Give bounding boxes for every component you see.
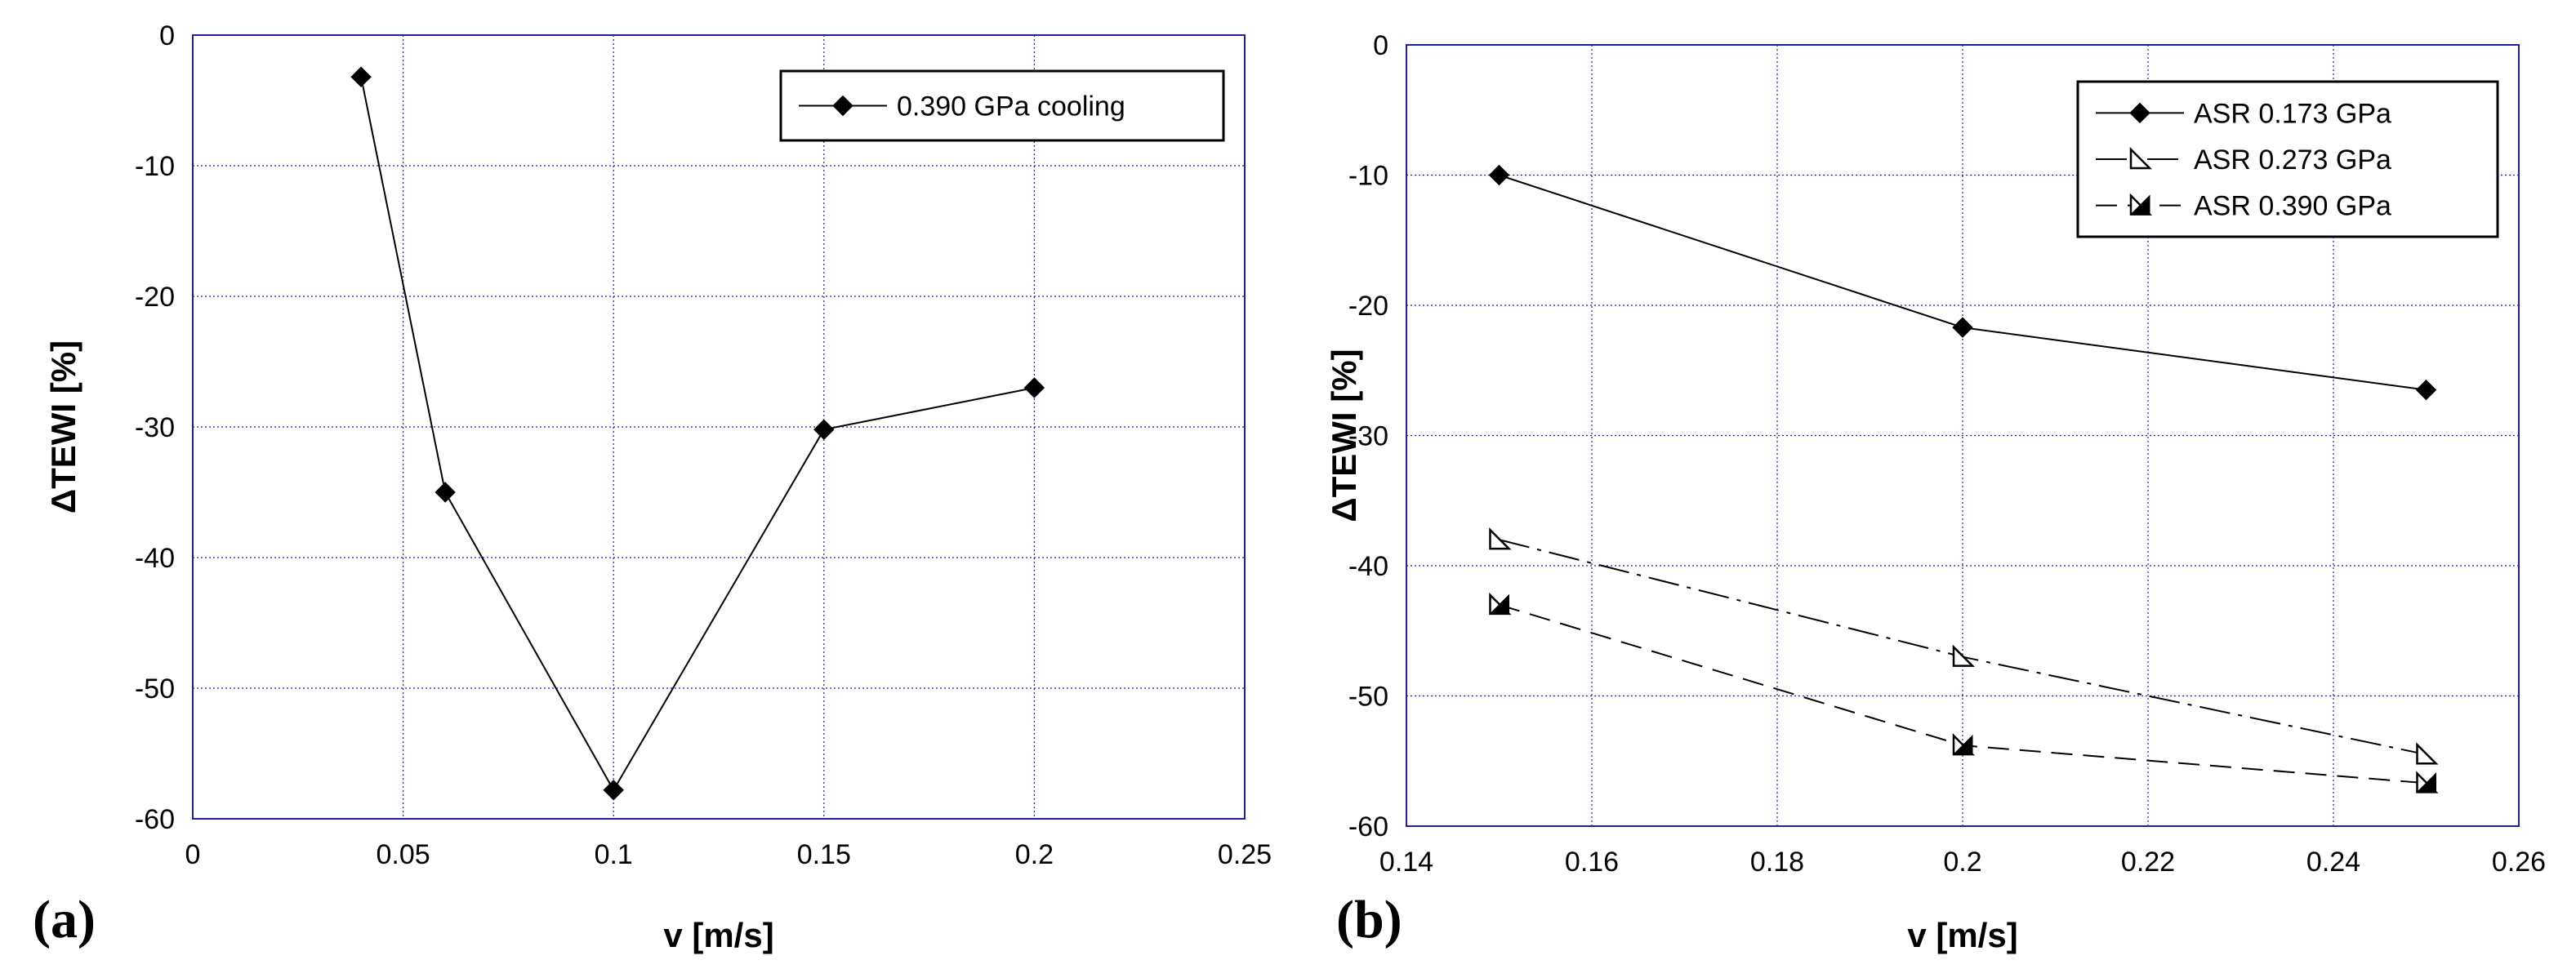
- chart-a-ytick-label: -50: [135, 673, 175, 705]
- chart-a-ytick-label: -40: [135, 543, 175, 574]
- chart-b-xtick-label: 0.26: [2492, 847, 2546, 878]
- chart-b-ytick-label: -50: [1348, 682, 1388, 713]
- chart-b-legend-swatch-marker: [2129, 193, 2153, 216]
- chart-b-series-2-point: [2416, 742, 2439, 765]
- chart-b-series-1-point: [1488, 164, 1510, 186]
- chart-b-xtick-label: 0.24: [2306, 847, 2360, 878]
- chart-b-xtick-label: 0.14: [1379, 847, 1433, 878]
- chart-b-series-3-point: [2416, 771, 2439, 793]
- chart-a-series-1-point: [435, 482, 456, 503]
- chart-a: 0 0.05 0.1 0.15 0.2 0.25 0 -10 -20 -30 -40 -50 -60 v …: [33, 20, 1272, 954]
- chart-a-ytick-label: 0: [159, 20, 175, 51]
- chart-a-xtick-label: 0.2: [1015, 839, 1054, 870]
- chart-a-xtick-label: 0.1: [595, 839, 633, 870]
- chart-b-legend-swatch-marker-fill: [2129, 194, 2150, 216]
- chart-a-xtick-label: 0.25: [1218, 839, 1272, 870]
- chart-b-series-1-point: [1952, 317, 1973, 338]
- chart-a-legend-label: 0.390 GPa cooling: [897, 91, 1125, 122]
- chart-b-xlabel: v [m/s]: [1907, 916, 2017, 954]
- chart-b-legend-label: ASR 0.390 GPa: [2194, 191, 2391, 222]
- chart-b-xtick-label: 0.22: [2121, 847, 2175, 878]
- chart-b-legend-label: ASR 0.173 GPa: [2194, 98, 2391, 129]
- chart-b-series-3-point-fill: [2416, 772, 2436, 793]
- chart-b-xtick-label: 0.16: [1565, 847, 1619, 878]
- chart-a-xlabel: v [m/s]: [663, 916, 773, 954]
- chart-a-series-1-point: [603, 780, 624, 801]
- chart-b-legend-label: ASR 0.273 GPa: [2194, 144, 2391, 176]
- chart-b-ytick-label: 0: [1373, 30, 1388, 61]
- chart-a-ylabel: ΔTEWI [%]: [44, 340, 82, 513]
- chart-b-plot-frame: [1406, 44, 2520, 827]
- chart-a-ytick-label: -10: [135, 151, 175, 182]
- chart-b-panel-label: (b): [1336, 890, 1402, 949]
- chart-b-series-3-point: [1489, 592, 1512, 616]
- chart-b-series-2-point: [1489, 527, 1512, 550]
- chart-b-series-3-point-fill: [1952, 734, 1973, 755]
- chart-a-xtick-label: 0.05: [377, 839, 430, 870]
- chart-a-ytick-label: -30: [135, 412, 175, 443]
- chart-b-series-1-point: [2415, 379, 2437, 401]
- chart-a-panel-label: (a): [33, 890, 96, 949]
- chart-a-ytick-label: -60: [135, 804, 175, 835]
- chart-b-ytick-label: -60: [1348, 811, 1388, 842]
- chart-a-ytick-label: -20: [135, 282, 175, 313]
- chart-b-ytick-label: -20: [1348, 291, 1388, 322]
- chart-b-series-3-point: [1952, 733, 1976, 756]
- chart-b-legend: ASR 0.173 GPa ASR 0.273 GPa ASR 0.390 GPa: [2076, 80, 2499, 238]
- chart-b-ytick-label: -40: [1348, 551, 1388, 582]
- chart-b-series-2-point: [1952, 644, 1976, 667]
- chart-a-series-1-line: [360, 77, 1035, 792]
- chart-b: 0.14 0.16 0.18 0.2 0.22 0.24 0.26 0 -10 -20 -30 -40…: [1325, 30, 2546, 954]
- chart-b-legend-swatch-marker: [2129, 102, 2150, 124]
- chart-b-ylabel: ΔTEWI [%]: [1325, 349, 1363, 522]
- chart-a-xtick-label: 0: [185, 839, 201, 870]
- chart-a-series-1-point: [1023, 377, 1045, 398]
- chart-b-ytick-label: -30: [1348, 421, 1388, 452]
- chart-a-legend: 0.390 GPa cooling: [779, 69, 1225, 142]
- chart-b-xtick-label: 0.2: [1943, 847, 1981, 878]
- chart-a-xtick-label: 0.15: [797, 839, 851, 870]
- chart-b-legend-swatch-marker: [2129, 146, 2153, 170]
- chart-b-xtick-label: 0.18: [1750, 847, 1804, 878]
- chart-b-ytick-label: -10: [1348, 161, 1388, 192]
- chart-a-plot-frame: [192, 34, 1246, 820]
- chart-a-legend-swatch-marker: [832, 95, 853, 117]
- chart-a-series-1-point: [350, 66, 372, 87]
- chart-a-series-1-point: [813, 419, 835, 440]
- chart-b-series-3-point-fill: [1489, 593, 1509, 615]
